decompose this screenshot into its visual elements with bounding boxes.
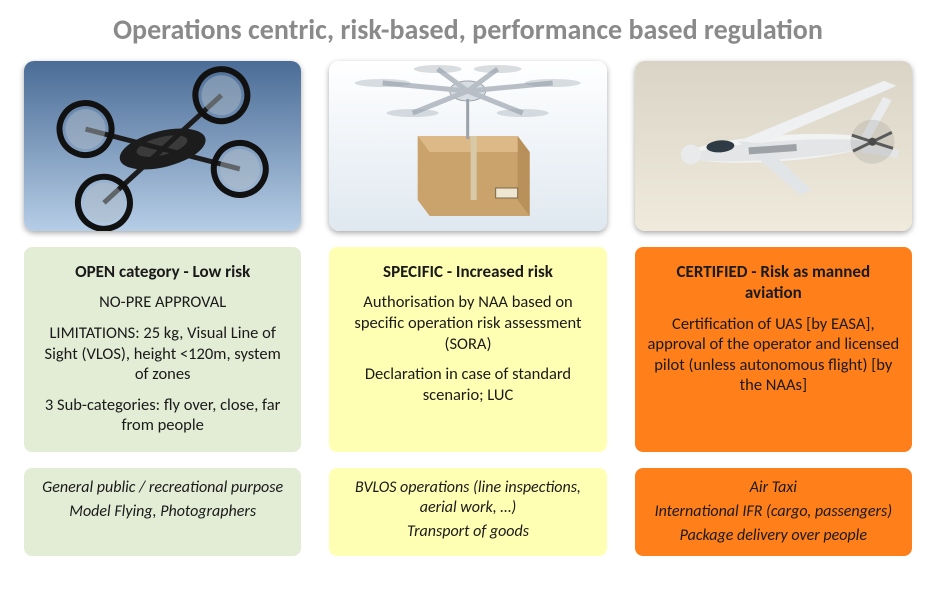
footer-specific-line: Transport of goods [341,522,594,542]
image-open [24,61,301,231]
footer-certified: Air Taxi International IFR (cargo, passe… [635,468,912,556]
card-specific-title: SPECIFIC - Increased risk [341,261,594,282]
card-specific-line: Authorisation by NAA based on specific o… [341,292,594,354]
image-certified [635,61,912,231]
card-open-line: LIMITATIONS: 25 kg, Visual Line of Sight… [36,323,289,385]
card-certified-title: CERTIFIED - Risk as manned aviation [647,261,900,304]
footer-open: General public / recreational purpose Mo… [24,468,301,556]
card-open: OPEN category - Low risk NO-PRE APPROVAL… [24,247,301,452]
footer-open-line: General public / recreational purpose [36,478,289,498]
footer-certified-line: Air Taxi [647,478,900,498]
card-certified-line: Certification of UAS [by EASA], approval… [647,314,900,397]
card-certified: CERTIFIED - Risk as manned aviation Cert… [635,247,912,452]
page-title: Operations centric, risk-based, performa… [24,12,912,47]
footer-open-line: Model Flying, Photographers [36,502,289,522]
card-open-line: NO-PRE APPROVAL [36,292,289,313]
footer-certified-line: International IFR (cargo, passengers) [647,502,900,522]
card-specific: SPECIFIC - Increased risk Authorisation … [329,247,606,452]
category-grid: OPEN category - Low risk NO-PRE APPROVAL… [24,61,912,556]
card-open-title: OPEN category - Low risk [36,261,289,282]
footer-specific: BVLOS operations (line inspections, aeri… [329,468,606,556]
image-specific [329,61,606,231]
card-specific-line: Declaration in case of standard scenario… [341,364,594,405]
card-open-line: 3 Sub-categories: fly over, close, far f… [36,395,289,436]
footer-certified-line: Package delivery over people [647,526,900,546]
footer-specific-line: BVLOS operations (line inspections, aeri… [341,478,594,518]
